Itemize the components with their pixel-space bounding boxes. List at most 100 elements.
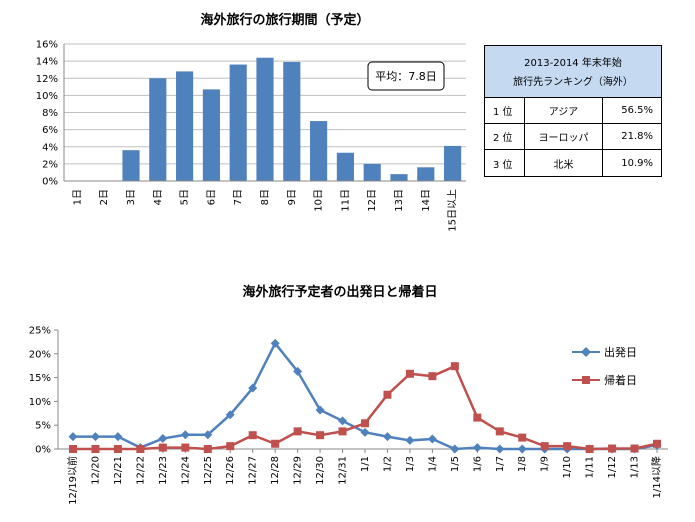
line-chart-y-ticks: 0% 5% 10% 15% 20% 25% (29, 326, 58, 456)
bar (256, 57, 274, 182)
bar (310, 121, 328, 181)
data-point (136, 445, 145, 453)
line-x-tick-label: 12/29 (293, 456, 304, 485)
bar-x-tick-label: 2日 (99, 189, 110, 205)
data-point (180, 430, 190, 440)
bar-chart-bars (122, 57, 462, 182)
ranking-destination: ヨーロッパ (525, 124, 603, 149)
ranking-header: 2013-2014 年末年始 旅行先ランキング（海外） (485, 46, 661, 98)
bar-x-tick-label: 7日 (233, 189, 244, 205)
data-point (338, 416, 348, 426)
data-point (428, 372, 437, 381)
bar-x-tick-label: 14日 (421, 189, 432, 212)
legend-item-return: 帰着日 (572, 373, 637, 387)
bar-x-tick-label: 3日 (126, 189, 137, 205)
line-x-tick-label: 1/14以降 (650, 456, 663, 498)
data-point (91, 445, 100, 453)
line-x-tick-label: 1/5 (450, 456, 461, 472)
data-point (271, 439, 280, 448)
average-annotation-box (367, 61, 445, 91)
line-x-tick-label: 12/25 (203, 456, 214, 485)
line-x-tick-label: 1/6 (472, 456, 483, 472)
data-point (293, 427, 302, 436)
bar (444, 145, 462, 181)
bar (202, 89, 220, 181)
ranking-row: 2 位 ヨーロッパ 21.8% (485, 124, 661, 150)
bar-chart-x-ticks: 1日 2日 3日 4日 5日 6日 7日 8日 9日 10日 11日 12日 13日 14日 15日以上 (72, 189, 458, 232)
ranking-title-line2: 旅行先ランキング（海外） (513, 77, 633, 88)
line-x-tick-label: 12/23 (158, 456, 169, 485)
bar (390, 174, 408, 181)
line-y-tick-label: 0% (35, 445, 51, 456)
legend-item-departure: 出発日 (572, 345, 637, 359)
bar-y-tick-label: 8% (42, 108, 58, 119)
data-point (225, 410, 235, 420)
data-point (158, 443, 167, 452)
average-annotation-text: 平均：7.8日 (375, 70, 437, 83)
ranking-position: 2 位 (485, 124, 525, 149)
data-point (450, 362, 459, 371)
line-y-tick-label: 5% (35, 421, 51, 432)
bar (149, 78, 167, 181)
line-y-tick-label: 10% (29, 397, 51, 408)
legend-departure-marker (581, 347, 591, 357)
line-x-tick-label: 12/31 (338, 456, 349, 485)
data-point (226, 442, 235, 451)
bar (363, 163, 381, 181)
series-return (69, 362, 661, 453)
legend-departure-label: 出発日 (604, 345, 637, 359)
bar (176, 71, 194, 181)
bar-x-tick-label: 4日 (153, 189, 164, 205)
data-point (338, 427, 347, 436)
line-x-tick-label: 1/7 (495, 456, 506, 472)
bar-y-tick-label: 12% (36, 74, 58, 85)
data-point (473, 413, 482, 422)
bar-chart-title: 海外旅行の旅行期間（予定） (200, 12, 369, 28)
data-point (608, 444, 617, 453)
data-point (495, 444, 505, 454)
data-point (360, 427, 370, 437)
ranking-position: 3 位 (485, 150, 525, 176)
line-chart-legend: 出発日 帰着日 (572, 345, 637, 387)
data-point (315, 405, 325, 415)
bar (229, 64, 247, 181)
bar-y-tick-label: 6% (42, 125, 58, 136)
bar (283, 61, 301, 182)
data-point (248, 431, 257, 440)
data-point (316, 431, 325, 440)
ranking-row: 1 位 アジア 56.5% (485, 98, 661, 124)
bar (417, 167, 435, 181)
data-point (270, 338, 280, 348)
bar (336, 152, 354, 181)
line-x-tick-label: 1/4 (427, 456, 438, 472)
data-point (495, 427, 504, 436)
bar-x-tick-label: 5日 (180, 189, 191, 205)
bar-chart-y-ticks: 0% 2% 4% 6% 8% 10% 12% 14% 16% (36, 40, 58, 188)
line-y-tick-label: 15% (29, 373, 51, 384)
data-point (68, 432, 78, 442)
bar-x-tick-label: 8日 (260, 189, 271, 205)
bar-y-tick-label: 10% (36, 91, 58, 102)
data-point (653, 439, 661, 448)
line-x-tick-label: 12/26 (225, 456, 236, 485)
data-point (382, 432, 392, 442)
ranking-destination: アジア (525, 98, 603, 123)
departure-return-line-chart: 海外旅行予定者の出発日と帰着日 0% 5% 10% 15% 20% 25% 12/19以前… (29, 284, 668, 505)
data-point (383, 390, 392, 399)
data-point (69, 445, 77, 453)
line-x-tick-label: 12/27 (248, 456, 259, 485)
ranking-row: 3 位 北米 10.9% (485, 150, 661, 176)
legend-return-label: 帰着日 (604, 373, 637, 387)
data-point (405, 435, 415, 445)
data-point (158, 434, 168, 444)
line-x-tick-label: 12/19以前 (66, 456, 79, 505)
ranking-percent: 21.8% (621, 131, 653, 142)
line-y-tick-label: 20% (29, 349, 51, 360)
data-point (450, 444, 460, 454)
average-annotation: 平均：7.8日 (367, 61, 445, 91)
bar-x-tick-label: 1日 (72, 189, 83, 205)
line-x-tick-label: 12/20 (90, 456, 101, 485)
duration-bar-chart: 海外旅行の旅行期間（予定） 0% 2% 4% 6% 8% 10% 12% 14% 16% 1日 2… (36, 12, 466, 232)
line-chart-series (68, 338, 662, 454)
data-point (248, 383, 258, 393)
